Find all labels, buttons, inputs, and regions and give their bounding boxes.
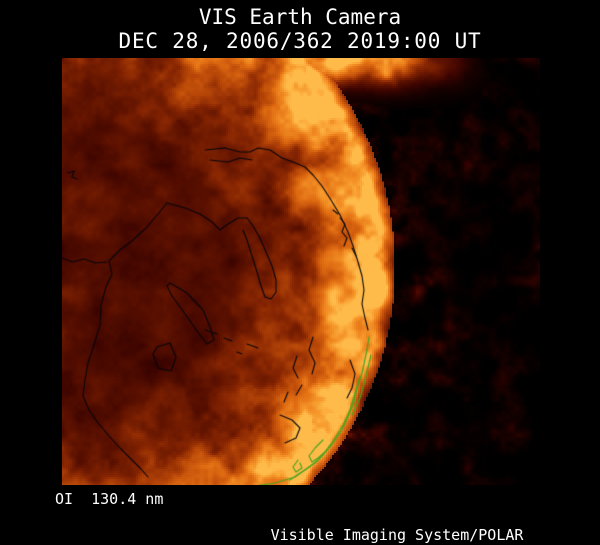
wavelength-label: OI 130.4 nm bbox=[55, 490, 164, 508]
page-title: VIS Earth Camera bbox=[198, 5, 402, 29]
credit-block: Visible Imaging System/POLAR The Univers… bbox=[247, 490, 547, 545]
coastline-overlay bbox=[62, 58, 540, 485]
observation-datetime: DEC 28, 2006/362 2019:00 UT bbox=[118, 29, 482, 53]
earth-image-stack bbox=[62, 58, 540, 485]
instrument-label: Visible Imaging System/POLAR bbox=[270, 526, 524, 544]
